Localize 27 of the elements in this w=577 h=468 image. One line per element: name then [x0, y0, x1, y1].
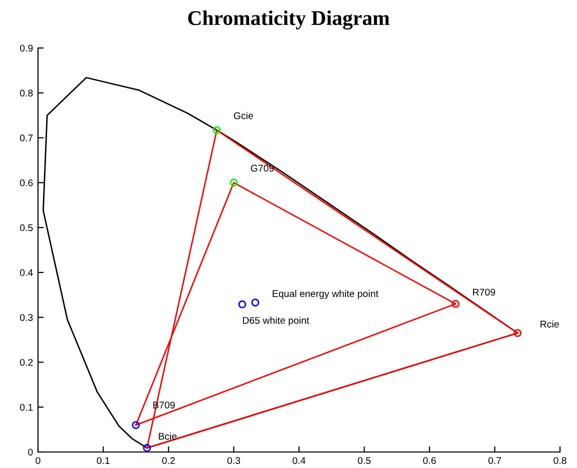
annotation: R709: [473, 288, 496, 296]
y-tick-label: 0.3: [20, 314, 33, 321]
chart-title: Chromaticity Diagram: [188, 10, 390, 30]
x-tick-label: 0.5: [358, 457, 371, 464]
x-tick-label: 0.2: [162, 457, 175, 464]
y-tick-label: 0.7: [20, 134, 33, 142]
x-tick-label: 0.8: [554, 457, 566, 464]
annotation: Equal energy white point: [272, 290, 378, 299]
x-tick-label: 0.3: [227, 457, 240, 464]
y-tick-label: 0.6: [20, 179, 33, 186]
y-tick-label: 0.8: [20, 90, 33, 97]
annotation: D65 white point: [243, 316, 310, 326]
x-tick-label: 0.7: [488, 457, 502, 464]
annotation: G709: [250, 164, 274, 172]
y-tick-label: 0.2: [20, 358, 33, 366]
annotation: Rcie: [540, 320, 559, 328]
annotation: Gcie: [234, 112, 254, 120]
x-tick-label: 0.1: [96, 457, 110, 464]
x-tick-label: 0.4: [292, 457, 306, 464]
y-tick-label: 0.1: [20, 404, 33, 411]
x-tick-label: 0.6: [423, 457, 436, 464]
y-tick-label: 0: [28, 448, 33, 456]
y-tick-label: 0.9: [20, 44, 33, 52]
x-tick-label: 0: [36, 457, 40, 464]
y-tick-label: 0.5: [20, 224, 33, 232]
annotation: Bcie: [158, 432, 177, 440]
y-tick-label: 0.4: [20, 269, 33, 276]
